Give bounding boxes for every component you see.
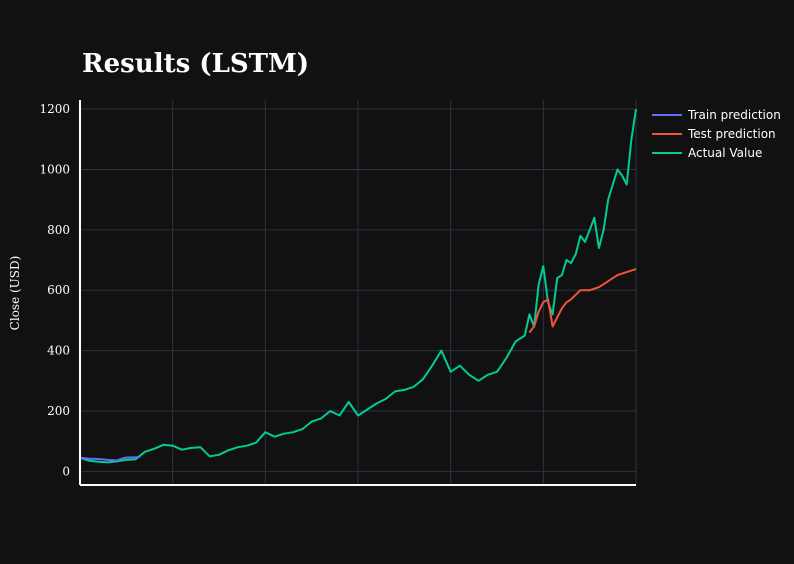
series-line-train-prediction [79,455,141,462]
y-tick-label: 1200 [39,102,70,116]
chart-legend: Train prediction Test prediction Actual Va… [652,108,781,160]
series-line-actual-value [79,108,637,464]
y-tick-label: 1000 [39,162,70,176]
legend-label: Actual Value [688,146,762,160]
y-tick-label: 200 [47,404,70,418]
chart-grid [80,100,637,485]
chart-axes [79,100,636,486]
chart-series [79,108,637,464]
legend-label: Test prediction [687,127,776,141]
legend-label: Train prediction [687,108,781,122]
y-tick-label: 600 [47,283,70,297]
y-tick-label: 800 [47,223,70,237]
chart-title: Results (LSTM) [82,49,309,79]
y-axis-label: Close (USD) [8,256,22,331]
y-tick-label: 0 [62,464,70,478]
y-axis-ticks: 0 200 400 600 800 1000 1200 [39,102,70,478]
series-line-test-prediction [528,268,637,334]
y-tick-label: 400 [47,344,70,358]
